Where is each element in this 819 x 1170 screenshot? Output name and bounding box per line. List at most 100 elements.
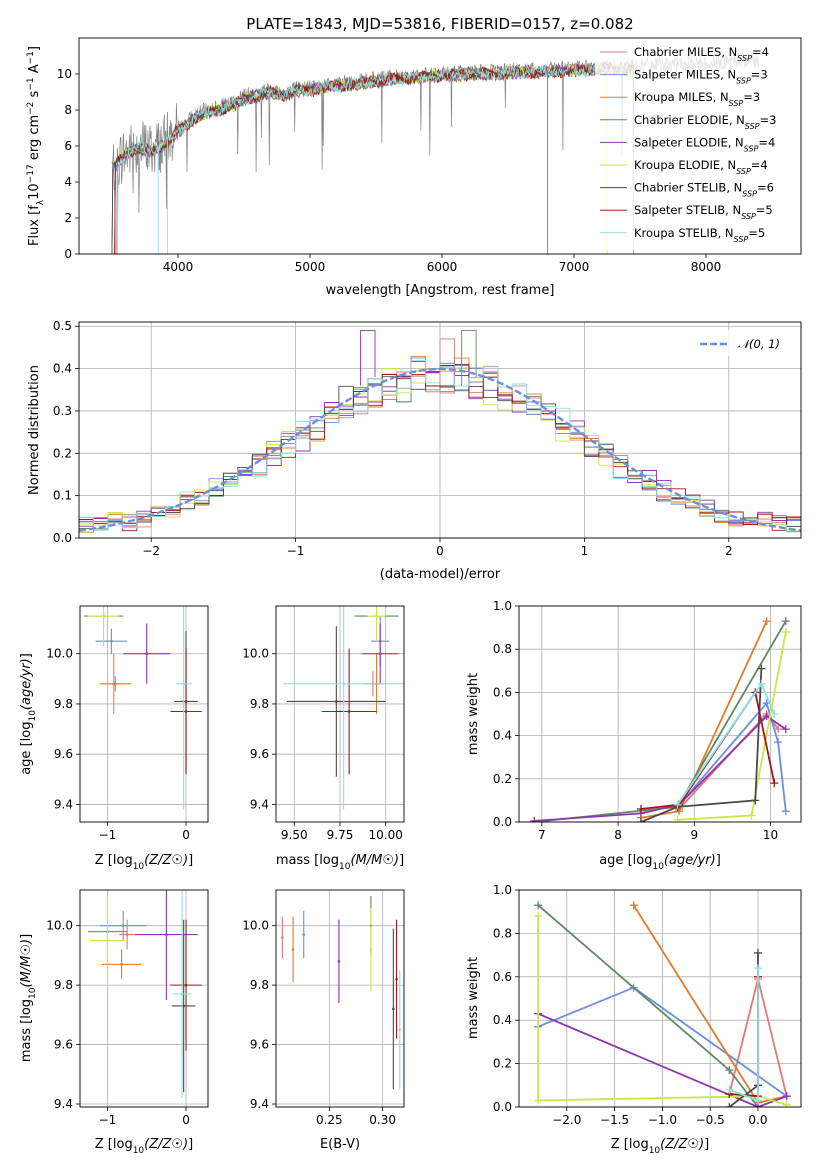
errorbar-point-0 bbox=[281, 916, 284, 959]
legend-label-tail: =5 bbox=[756, 203, 773, 217]
x-tick-label: 0 bbox=[182, 828, 190, 842]
errorbar-center bbox=[375, 614, 378, 618]
errorbar-point-0 bbox=[119, 919, 135, 950]
y-tick-label: 10.0 bbox=[242, 647, 269, 661]
errorbar-center bbox=[121, 924, 125, 927]
errorbar-center bbox=[184, 710, 188, 713]
errorbar-point-4 bbox=[361, 623, 399, 684]
normal-curve bbox=[79, 367, 801, 532]
y-tick-label: 0.8 bbox=[493, 926, 512, 940]
errorbar-point-7 bbox=[170, 648, 202, 775]
y-axis-label: mass weight bbox=[466, 673, 481, 755]
series-marker bbox=[781, 617, 790, 626]
series-marker bbox=[534, 912, 543, 921]
series-marker bbox=[673, 800, 682, 809]
x-tick-label: 4000 bbox=[163, 260, 194, 274]
errorbar-point-1 bbox=[99, 910, 147, 941]
axes-frame bbox=[518, 889, 802, 1108]
y-tick-label: 10.0 bbox=[242, 919, 269, 933]
plot-area-mass_vs_Z bbox=[87, 890, 202, 1099]
legend-label-base: Kroupa ELODIE, N bbox=[634, 158, 736, 172]
x-tick-label: 0.0 bbox=[748, 1113, 767, 1127]
series-marker bbox=[530, 816, 539, 822]
errorbar-center bbox=[110, 639, 113, 643]
x-axis-label: E(B-V) bbox=[320, 1137, 360, 1152]
y-tick-label: 9.6 bbox=[54, 747, 73, 761]
y-tick-label: 0.4 bbox=[493, 1013, 512, 1027]
y-axis-label: mass [log10(M/M☉)] bbox=[19, 934, 38, 1062]
x-tick-label: −1 bbox=[287, 544, 305, 558]
series-marker bbox=[770, 710, 779, 718]
y-tick-label: 9.8 bbox=[54, 978, 73, 992]
errorbar-point-6 bbox=[286, 626, 386, 777]
model-spectrum-8 bbox=[116, 61, 634, 254]
legend-label-sub: SSP bbox=[741, 212, 756, 221]
plot-area-mass_weight_vs_age bbox=[530, 617, 790, 822]
y-tick-label: 9.8 bbox=[250, 697, 269, 711]
y-tick-label: 9.4 bbox=[250, 797, 269, 811]
errorbar-center bbox=[180, 992, 184, 996]
y-tick-label: 9.8 bbox=[250, 978, 269, 992]
legend-label-base: Chabrier MILES, N bbox=[634, 45, 737, 59]
legend-label-tail: =3 bbox=[743, 90, 760, 104]
legend-label-sub: SSP bbox=[745, 121, 760, 130]
x-tick-label: 8 bbox=[614, 828, 622, 842]
x-tick-label: −2.0 bbox=[552, 1113, 581, 1127]
series-line-2 bbox=[640, 620, 768, 819]
y-tick-label: 10.0 bbox=[46, 919, 73, 933]
series-marker bbox=[753, 948, 762, 957]
y-tick-label: 0.2 bbox=[493, 1057, 512, 1071]
series-marker bbox=[673, 815, 682, 822]
errorbar-point-5 bbox=[367, 606, 386, 642]
y-axis-label: mass weight bbox=[466, 957, 481, 1039]
errorbar-center bbox=[120, 963, 123, 966]
y-tick-label: 0.0 bbox=[493, 815, 512, 829]
x-tick-label: −1 bbox=[99, 828, 117, 842]
axes-normalized_residuals: −2 −1 0 1 2 0.0 0.1 0.2 0.3 0.4 0.5 (data-model)/er… bbox=[27, 319, 802, 582]
errorbar-point-8 bbox=[398, 970, 402, 1090]
legend-label: Chabrier MILES, NSSP=4 bbox=[634, 45, 769, 63]
series-marker bbox=[636, 818, 645, 822]
series-marker bbox=[629, 901, 638, 910]
axes-mass_vs_EBV: 0.25 0.30 9.4 9.6 9.8 10.0 E(B-V) bbox=[242, 889, 405, 1152]
errorbar-point-2 bbox=[99, 676, 132, 692]
errorbar-point-5 bbox=[369, 907, 373, 992]
series-line-3 bbox=[534, 620, 787, 822]
series-marker bbox=[751, 796, 760, 805]
errorbar-point-2 bbox=[101, 949, 142, 980]
axes-mass_weight_vs_age: 7 8 9 10 0.0 0.2 0.4 0.6 0.8 1.0 age [log10(age/yr… bbox=[466, 599, 802, 872]
errorbar-center bbox=[182, 1004, 185, 1008]
legend-label-sub: SSP bbox=[744, 144, 759, 153]
x-tick-label: 1 bbox=[581, 544, 589, 558]
model-spectrum-3 bbox=[111, 61, 634, 254]
errorbar-point-4 bbox=[134, 890, 198, 1000]
residual-legend: 𝒩(0, 1) bbox=[692, 330, 796, 356]
x-tick-label: 0 bbox=[182, 1113, 190, 1127]
legend-label: Kroupa MILES, NSSP=3 bbox=[634, 90, 760, 108]
errorbar-center bbox=[182, 682, 185, 686]
y-axis-label: Normed distribution bbox=[27, 365, 42, 495]
figure-title: PLATE=1843, MJD=53816, FIBERID=0157, z=0… bbox=[246, 15, 633, 33]
x-tick-label: 10 bbox=[763, 828, 778, 842]
x-tick-label: −1 bbox=[99, 1113, 117, 1127]
y-tick-label: 0.2 bbox=[493, 772, 512, 786]
errorbar-point-6 bbox=[171, 919, 196, 1093]
histogram-peak bbox=[360, 330, 376, 386]
y-tick-label: 4 bbox=[64, 175, 72, 189]
legend-box bbox=[595, 44, 795, 250]
errorbar-center bbox=[125, 933, 129, 936]
errorbar-center bbox=[184, 983, 188, 987]
y-tick-label: 6 bbox=[64, 139, 72, 153]
y-tick-label: 0.3 bbox=[53, 404, 72, 418]
errorbar-center bbox=[342, 682, 345, 686]
y-tick-label: 10.0 bbox=[46, 647, 73, 661]
axes-frame bbox=[518, 605, 802, 823]
series-marker bbox=[757, 679, 766, 688]
legend-label-base: Kroupa STELIB, N bbox=[634, 226, 734, 240]
y-tick-label: 9.6 bbox=[54, 1038, 73, 1052]
legend-label-sub: SSP bbox=[736, 167, 751, 176]
errorbar-center bbox=[398, 1028, 402, 1032]
legend-label-base: Salpeter ELODIE, N bbox=[634, 135, 744, 149]
y-tick-label: 0.6 bbox=[493, 685, 512, 699]
plot-area-age_vs_mass bbox=[283, 606, 404, 810]
